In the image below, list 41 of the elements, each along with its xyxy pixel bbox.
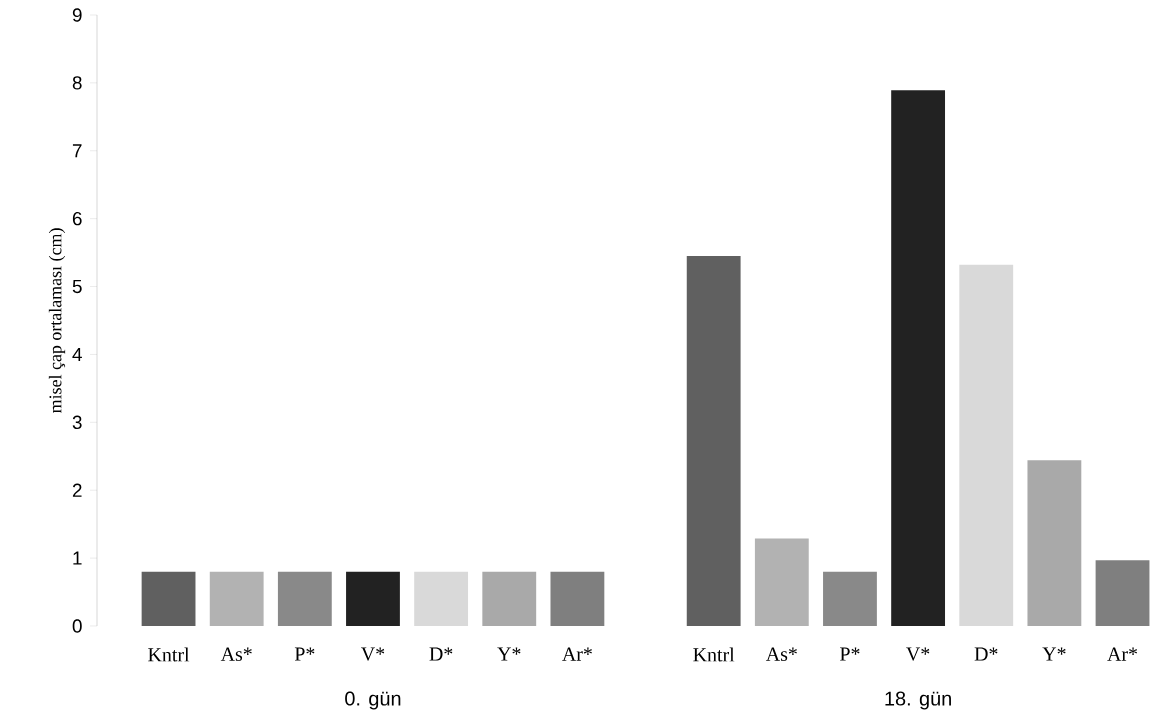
y-tick-label: 3 [72,415,82,430]
x-tick-label: Kntrl [693,647,735,662]
bar [141,571,196,626]
x-tick-label: V* [906,647,930,661]
bar [891,90,946,626]
bar [959,264,1014,626]
y-tick-label: 4 [72,347,82,361]
y-tick-label: 7 [72,144,82,158]
x-tick-label: P* [840,647,860,661]
bar [823,571,877,626]
y-tick-label: 2 [72,483,82,497]
x-tick-label: Ar* [1107,647,1138,661]
x-tick-label: P* [294,647,315,661]
bar [346,571,400,626]
text: 18. gün [885,691,951,710]
x-tick-label: Kntrl [148,647,190,662]
bar [209,571,264,626]
y-tick-label: 6 [72,211,82,226]
bar [686,255,741,626]
bar [277,571,332,626]
y-axis-title: misel çap ortalaması (cm) [48,228,66,413]
bar [414,571,469,626]
y-tick-label: 0 [72,619,82,633]
bar [550,571,605,626]
bar [482,571,537,626]
x-tick-label: D* [429,647,453,661]
x-tick-label: As* [220,647,252,661]
x-tick-label: Y* [497,647,521,661]
x-tick-label: Ar* [562,647,592,661]
y-tick-label: 1 [73,551,82,565]
bar [1027,460,1082,626]
y-tick-label: 5 [72,279,82,294]
x-tick-label: D* [974,647,998,661]
y-tick-label: 9 [72,8,82,22]
text: 0. gün [345,691,401,710]
bar [1095,560,1150,626]
x-tick-label: Y* [1042,647,1066,661]
x-tick-label: As* [765,647,797,661]
y-tick-label: 8 [72,76,82,90]
x-tick-label: V* [361,647,385,661]
bar [754,538,809,626]
